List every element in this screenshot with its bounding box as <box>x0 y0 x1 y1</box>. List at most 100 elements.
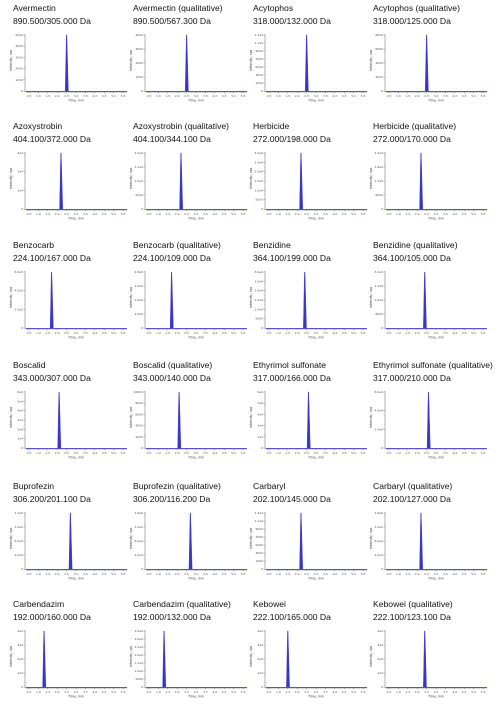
y-tick-label: 2.0e5 <box>14 307 23 311</box>
x-tick-label: 5.0 <box>231 572 236 576</box>
x-tick-label: 4.0 <box>212 94 217 98</box>
x-tick-label: 0.5 <box>27 94 32 98</box>
x-tick-label: 1.0 <box>396 690 401 694</box>
y-tick-label: 6.0e5 <box>14 270 23 274</box>
y-axis-label: Intensity, cps <box>129 49 133 71</box>
y-axis-label: Intensity, cps <box>369 286 373 308</box>
compound-name: Acytophos (qualitative) <box>373 3 460 13</box>
x-tick-label: 5.0 <box>471 572 476 576</box>
chromatogram-panel: Benzocarb 224.100/167.000 Da Intensity, cp… <box>0 237 127 355</box>
y-tick-label: 5000 <box>15 33 23 37</box>
x-tick-label: 2.5 <box>184 451 189 455</box>
y-axis-label: Intensity, cps <box>129 406 133 428</box>
chromatogram-plot: Intensity, cps 3.2e4 2.4e4 1.6e4 8000 0 0.5 1.0… <box>369 270 487 340</box>
x-axis-label: Time, min <box>187 217 204 221</box>
y-tick-label: 2.5e4 <box>254 160 263 164</box>
y-tick-label: 0 <box>261 446 263 450</box>
mrm-transition: 192.000/132.000 Da <box>133 612 211 622</box>
chromatogram-plot: Intensity, cps 4e4 3e4 2e4 1e4 0 0.5 1.0 1.5 2.0 2… <box>249 629 367 699</box>
y-axis-label: Intensity, cps <box>369 49 373 71</box>
chromatogram-plot: Intensity, cps 3.5e4 3.0e4 2.5e4 2.0e4 1.5e4 1… <box>129 629 247 699</box>
x-tick-label: 5.0 <box>351 331 356 335</box>
chromatogram-panel: Ethyrimol sulfonate (qualitative) 317.000… <box>360 357 493 475</box>
y-tick-label: 9e4 <box>257 390 263 394</box>
x-axis-label: Time, min <box>187 695 204 699</box>
x-tick-label: 4.0 <box>452 451 457 455</box>
x-tick-label: 5.5 <box>361 690 366 694</box>
x-tick-label: 0.5 <box>147 94 152 98</box>
y-tick-label: 0 <box>141 685 143 689</box>
x-tick-label: 5.0 <box>111 690 116 694</box>
x-axis-label: Time, min <box>67 456 84 460</box>
compound-name: Boscalid (qualitative) <box>133 360 213 370</box>
x-tick-label: 3.5 <box>323 690 328 694</box>
y-axis-label: Intensity, cps <box>369 167 373 189</box>
y-tick-label: 2e4 <box>17 427 23 431</box>
y-tick-label: 9000 <box>255 527 263 531</box>
chromatogram-panel: Benzidine (qualitative) 364.100/105.000 D… <box>360 237 487 355</box>
x-tick-label: 4.0 <box>92 690 97 694</box>
x-tick-label: 0.5 <box>387 451 392 455</box>
x-tick-label: 4.5 <box>342 572 347 576</box>
x-tick-label: 1.0 <box>156 212 161 216</box>
y-tick-label: 2e4 <box>17 170 23 174</box>
chromatogram-plot: Intensity, cps 10000 8000 6000 4000 2000 0 0.5 1… <box>129 390 247 460</box>
y-tick-label: 6000 <box>375 193 383 197</box>
y-tick-label: 5000 <box>255 65 263 69</box>
x-axis-label: Time, min <box>67 695 84 699</box>
x-tick-label: 4.0 <box>452 94 457 98</box>
x-tick-label: 1.0 <box>276 572 281 576</box>
x-tick-label: 3.0 <box>434 451 439 455</box>
x-tick-label: 1.0 <box>276 94 281 98</box>
x-tick-label: 2.5 <box>424 212 429 216</box>
y-tick-label: 8000 <box>375 33 383 37</box>
x-tick-label: 1.5 <box>285 94 290 98</box>
x-tick-label: 0.5 <box>27 212 32 216</box>
y-tick-label: 2e4 <box>257 657 263 661</box>
x-tick-label: 2.5 <box>304 572 309 576</box>
x-tick-label: 3.5 <box>203 572 208 576</box>
x-tick-label: 1.5 <box>405 212 410 216</box>
compound-name: Herbicide (qualitative) <box>373 121 457 131</box>
y-tick-label: 0 <box>381 207 383 211</box>
x-tick-label: 4.5 <box>102 94 107 98</box>
x-tick-label: 3.0 <box>74 331 79 335</box>
y-tick-label: 2.5e4 <box>254 279 263 283</box>
x-tick-label: 2.0 <box>415 94 420 98</box>
x-tick-label: 1.5 <box>165 572 170 576</box>
y-tick-label: 0 <box>21 207 23 211</box>
x-tick-label: 4.0 <box>332 451 337 455</box>
x-tick-label: 5.0 <box>231 94 236 98</box>
chromatogram-panel: Boscalid (qualitative) 343.000/140.000 Da… <box>120 357 247 475</box>
x-tick-label: 5.5 <box>241 451 246 455</box>
x-tick-label: 2.0 <box>415 212 420 216</box>
y-tick-label: 4e4 <box>257 629 263 633</box>
y-axis-label: Intensity, cps <box>249 645 253 667</box>
x-tick-label: 3.5 <box>203 690 208 694</box>
compound-name: Boscalid <box>13 360 46 370</box>
x-tick-label: 5.0 <box>471 690 476 694</box>
y-tick-label: 2000 <box>375 75 383 79</box>
y-tick-label: 3e4 <box>17 151 23 155</box>
mrm-transition: 317.000/166.000 Da <box>253 373 331 383</box>
y-tick-label: 3.2e4 <box>374 270 383 274</box>
y-tick-label: 1.2e5 <box>134 298 143 302</box>
y-tick-label: 3e4 <box>377 643 383 647</box>
chromatogram-plot: Intensity, cps 2.0e4 1.5e4 1.0e4 5000 0 0.5 1.0… <box>129 151 247 221</box>
y-axis-label: Intensity, cps <box>129 167 133 189</box>
x-tick-label: 3.0 <box>74 451 79 455</box>
x-tick-label: 0.5 <box>147 572 152 576</box>
x-tick-label: 4.5 <box>222 94 227 98</box>
chromatogram-panel: Carbaryl (qualitative) 202.100/127.000 Da… <box>360 478 487 596</box>
y-tick-label: 5000 <box>255 317 263 321</box>
x-axis-label: Time, min <box>427 336 444 340</box>
mrm-transition: 306.200/201.100 Da <box>13 494 91 504</box>
x-tick-label: 4.0 <box>212 212 217 216</box>
x-tick-label: 3.0 <box>314 451 319 455</box>
y-axis-label: Intensity, cps <box>369 527 373 549</box>
x-tick-label: 2.5 <box>64 451 69 455</box>
mrm-transition: 222.100/165.000 Da <box>253 612 331 622</box>
x-tick-label: 3.5 <box>83 572 88 576</box>
x-tick-label: 4.5 <box>462 451 467 455</box>
chromatogram-panel: Carbendazim (qualitative) 192.000/132.000… <box>120 596 247 714</box>
